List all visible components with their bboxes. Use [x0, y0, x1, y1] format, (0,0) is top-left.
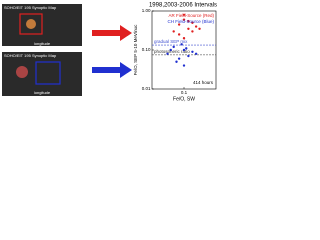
data-point — [185, 47, 188, 50]
data-point — [169, 48, 172, 52]
data-point — [177, 23, 181, 26]
data-point — [182, 13, 186, 16]
data-point — [198, 27, 201, 30]
data-point — [187, 54, 190, 58]
data-point — [177, 57, 181, 60]
data-point — [172, 30, 175, 33]
axis-label: longitude — [34, 90, 51, 95]
data-point — [187, 19, 190, 23]
reference-label: gradual SEP mix — [154, 39, 188, 44]
figure: SOHO/EIT 195 Synoptic Map longitude SOHO… — [2, 3, 217, 102]
data-point — [194, 52, 198, 55]
y-tick-label: 1.00 — [142, 8, 151, 13]
axis-label: longitude — [34, 41, 51, 46]
region-box-red — [19, 13, 43, 35]
data-point — [172, 45, 175, 49]
data-point — [187, 27, 190, 30]
panel-label: SOHO/EIT 195 Synoptic Map — [4, 5, 57, 10]
chart-title: 1998,2003-2006 Intervals — [149, 3, 217, 9]
data-point — [177, 33, 181, 36]
data-point — [166, 52, 169, 55]
data-point — [191, 21, 194, 24]
y-tick-label: 0.01 — [142, 86, 151, 91]
data-point — [182, 64, 186, 67]
data-point — [191, 50, 194, 53]
data-point — [182, 48, 186, 52]
x-axis-label: Fe/O, SW — [173, 96, 195, 102]
data-point — [194, 25, 198, 28]
arrow-blue — [92, 62, 132, 78]
solar-feature — [16, 66, 28, 78]
y-axis-label: Fe/O, SEP 5-10 MeV/nuc — [133, 24, 138, 75]
data-point — [182, 37, 186, 40]
x-tick-label: 0.1 — [181, 90, 188, 95]
active-region — [26, 19, 36, 29]
data-point — [182, 18, 186, 21]
y-tick-label: 0.10 — [142, 47, 151, 52]
data-point — [175, 60, 178, 63]
panel-label: SOHO/EIT 195 Synoptic Map — [4, 53, 57, 58]
solar-map-bottom — [2, 52, 82, 96]
arrow-red — [92, 25, 132, 41]
data-point — [180, 43, 183, 46]
region-box-blue — [35, 61, 61, 85]
legend-entry: AR Field-Source (Red) — [168, 13, 214, 18]
legend-entry: CH Field-Source (Blue) — [167, 19, 214, 24]
reference-label: photospheric ratio — [154, 49, 190, 54]
data-point — [191, 30, 194, 33]
annotation: 414 hours — [193, 80, 214, 85]
